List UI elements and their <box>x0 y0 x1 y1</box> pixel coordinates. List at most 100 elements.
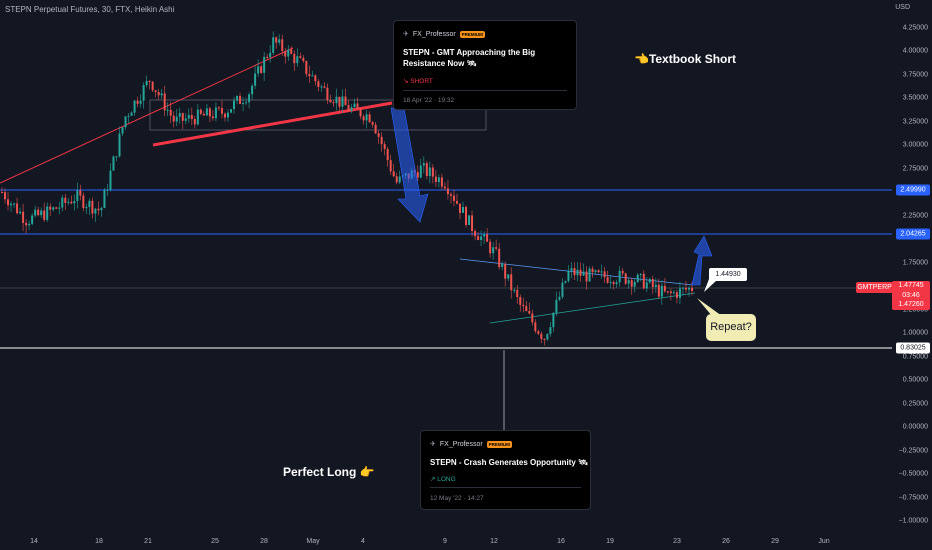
date-label: 23 <box>673 538 681 545</box>
candle-body <box>88 200 91 207</box>
candle-body <box>257 66 260 74</box>
range-box <box>149 99 487 131</box>
date-label: Jun <box>818 538 830 545</box>
candle-body <box>353 103 356 108</box>
candle-body <box>302 57 305 61</box>
candle-body <box>452 195 455 201</box>
candle-body <box>133 100 136 113</box>
candle-body <box>67 201 70 203</box>
candle-body <box>471 215 474 232</box>
candle-body <box>630 280 633 287</box>
candle-body <box>507 274 510 279</box>
price-axis[interactable]: USD 4.25000 4.00000 3.75000 3.50000 3.25000 3… <box>892 0 932 550</box>
candle-body <box>528 311 531 314</box>
candle-body <box>52 207 55 210</box>
candle-body <box>145 80 148 86</box>
candle-body <box>425 163 428 176</box>
candle-body <box>498 248 501 268</box>
candle-body <box>362 116 365 121</box>
candle-body <box>112 156 115 171</box>
candle-body <box>645 282 648 289</box>
candle-body <box>317 81 320 87</box>
candle-body <box>25 222 28 226</box>
price-tick: 0.50000 <box>902 376 928 384</box>
price-level-tag-2: 2.04265 <box>896 228 930 240</box>
candle-body <box>329 99 332 103</box>
candle-body <box>121 127 124 134</box>
candle-body <box>495 247 498 249</box>
idea-title[interactable]: STEPN - Crash Generates Opportunity 🛰 <box>430 458 589 467</box>
candle-body <box>651 279 654 287</box>
candle-body <box>37 209 40 216</box>
candle-body <box>223 113 226 118</box>
rocket-icon: ✈ <box>430 441 436 448</box>
candle-body <box>220 108 223 114</box>
idea-title[interactable]: STEPN - GMT Approaching the Big Resistan… <box>403 48 536 68</box>
candle-body <box>148 80 151 82</box>
candle-body <box>434 176 437 183</box>
price-callout: 1.44930 <box>709 268 747 281</box>
candle-body <box>458 203 461 213</box>
candle-body <box>624 273 627 284</box>
candle-body <box>103 190 106 208</box>
date-label: 12 <box>490 538 498 545</box>
candle-body <box>440 177 443 187</box>
trend-line-upper <box>0 47 294 184</box>
rocket-icon: ✈ <box>403 31 409 38</box>
candle-body <box>293 53 296 64</box>
price-tick: 4.25000 <box>902 24 928 31</box>
price-axis-unit: USD <box>895 4 910 11</box>
candle-body <box>573 268 576 276</box>
candle-body <box>492 247 495 254</box>
candle-body <box>217 107 220 109</box>
candle-body <box>576 269 579 276</box>
symbol-tag: GMTPERP <box>856 282 893 293</box>
triangle-upper-line <box>459 258 693 286</box>
candle-body <box>474 231 477 237</box>
candle-body <box>251 85 254 95</box>
date-label: 19 <box>606 538 614 545</box>
candle-body <box>4 192 7 200</box>
candle-body <box>226 112 229 118</box>
candle-body <box>552 312 555 328</box>
candle-body <box>516 289 519 297</box>
price-tick: −0.50000 <box>898 470 928 478</box>
candle-body <box>657 284 660 297</box>
candle-body <box>386 148 389 161</box>
candle-body <box>199 109 202 114</box>
candle-body <box>97 208 100 211</box>
candle-body <box>308 74 311 77</box>
candle-body <box>537 331 540 334</box>
date-label: May <box>306 538 320 545</box>
price-tick: 3.50000 <box>902 94 928 102</box>
idea-card-long[interactable]: ✈ FX_Professor PREMIUM STEPN - Crash Gen… <box>420 430 591 510</box>
candle-body <box>513 289 516 291</box>
candle-body <box>22 211 25 223</box>
candle-body <box>347 105 350 111</box>
candle-body <box>570 268 573 271</box>
candle-body <box>534 322 537 332</box>
candle-body <box>431 167 434 177</box>
price-tick: 2.75000 <box>902 165 928 172</box>
candle-body <box>419 165 422 178</box>
candle-body <box>672 292 675 294</box>
price-tick: 3.00000 <box>902 141 928 149</box>
candle-body <box>320 86 323 88</box>
candle-body <box>28 223 31 226</box>
candle-body <box>465 206 468 225</box>
candle-body <box>567 270 570 282</box>
candle-body <box>154 90 157 93</box>
candle-body <box>501 263 504 268</box>
candle-body <box>455 200 458 204</box>
candle-body <box>609 282 612 284</box>
candle-body <box>233 100 236 110</box>
idea-card-short[interactable]: ✈ FX_Professor PREMIUM STEPN - GMT Appro… <box>393 20 577 110</box>
textbook-short-label: 👈Textbook Short <box>634 52 737 66</box>
repeat-callout: Repeat? <box>706 314 756 341</box>
candle-body <box>169 109 172 116</box>
candle-body <box>229 109 232 113</box>
candle-body <box>579 269 582 276</box>
time-axis[interactable]: 14 18 21 25 28 May 4 9 12 16 19 23 26 29 Jun <box>0 532 892 550</box>
candle-body <box>278 39 281 43</box>
